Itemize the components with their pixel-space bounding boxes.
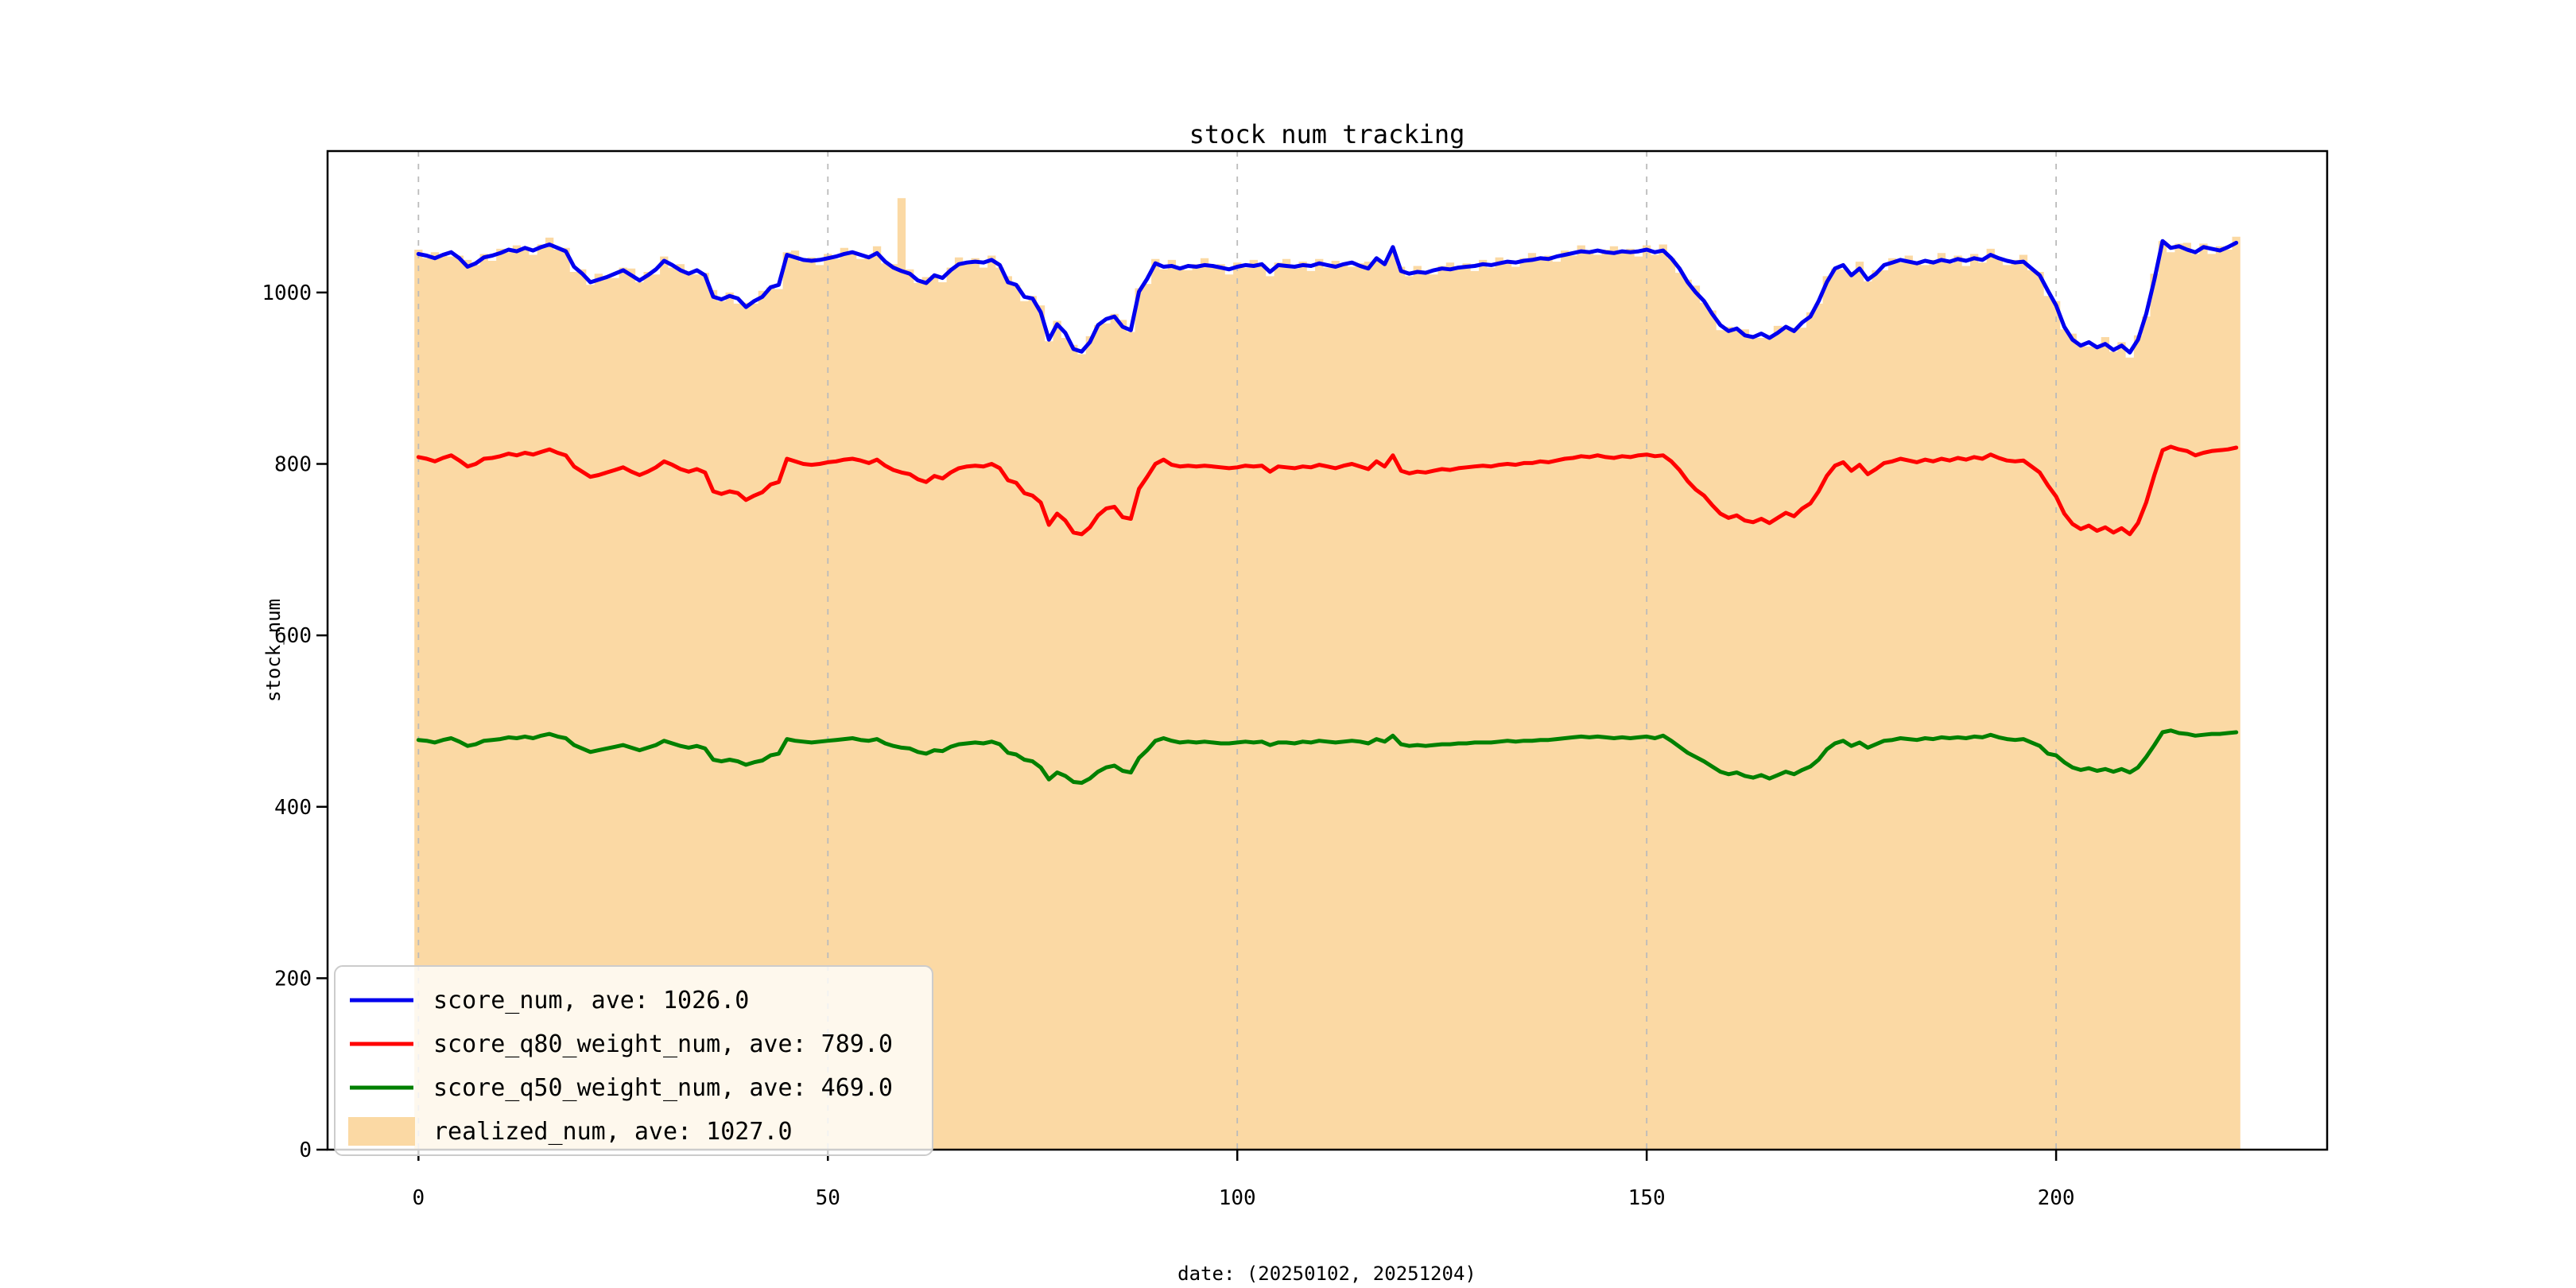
legend-item-score-num: score_num, ave: 1026.0 [350,987,749,1014]
realized-area [414,198,2240,1150]
legend-label-realized-num: realized_num, ave: 1027.0 [433,1118,793,1146]
legend-label-score-q80-weight-num: score_q80_weight_num, ave: 789.0 [433,1030,893,1058]
y-tick-label-600: 600 [274,624,312,648]
plot-border [326,149,2329,1151]
x-tick-label-100: 100 [1219,1186,1256,1210]
x-tick-label-0: 0 [412,1186,425,1210]
y-tick-label-400: 400 [274,796,312,820]
legend-item-score-q80-weight-num: score_q80_weight_num, ave: 789.0 [350,1030,893,1058]
x-tick-label-200: 200 [2038,1186,2075,1210]
legend-item-realized-num: realized_num, ave: 1027.0 [348,1117,793,1146]
legend-label-score-q50-weight-num: score_q50_weight_num, ave: 469.0 [433,1074,893,1102]
score-q50-weight-num-line [416,728,2239,786]
legend-box [334,965,933,1156]
x-tick-label-150: 150 [1628,1186,1666,1210]
series-lines [416,239,2239,786]
legend: score_num, ave: 1026.0 score_q80_weight_n… [334,965,933,1156]
score-num-line [416,239,2239,355]
y-tick-label-0: 0 [299,1139,312,1162]
score-q80-weight-num-line [416,444,2239,537]
legend-label-score-num: score_num, ave: 1026.0 [433,987,749,1014]
realized-num-area [414,198,2240,1150]
y-tick-label-800: 800 [274,453,312,477]
legend-swatch-realized-num [348,1117,415,1146]
axis-ticks: 0 50 100 150 200 0 200 400 600 800 1000 [262,281,2074,1210]
x-axis-label: date: (20250102, 20251204) [1177,1263,1476,1285]
legend-item-score-q50-weight-num: score_q50_weight_num, ave: 469.0 [350,1074,893,1102]
y-axis-label: stock_num [262,599,285,702]
y-tick-label-1000: 1000 [262,281,312,305]
chart-title: stock num tracking [1189,119,1465,149]
x-tick-label-50: 50 [816,1186,840,1210]
y-tick-label-200: 200 [274,967,312,991]
